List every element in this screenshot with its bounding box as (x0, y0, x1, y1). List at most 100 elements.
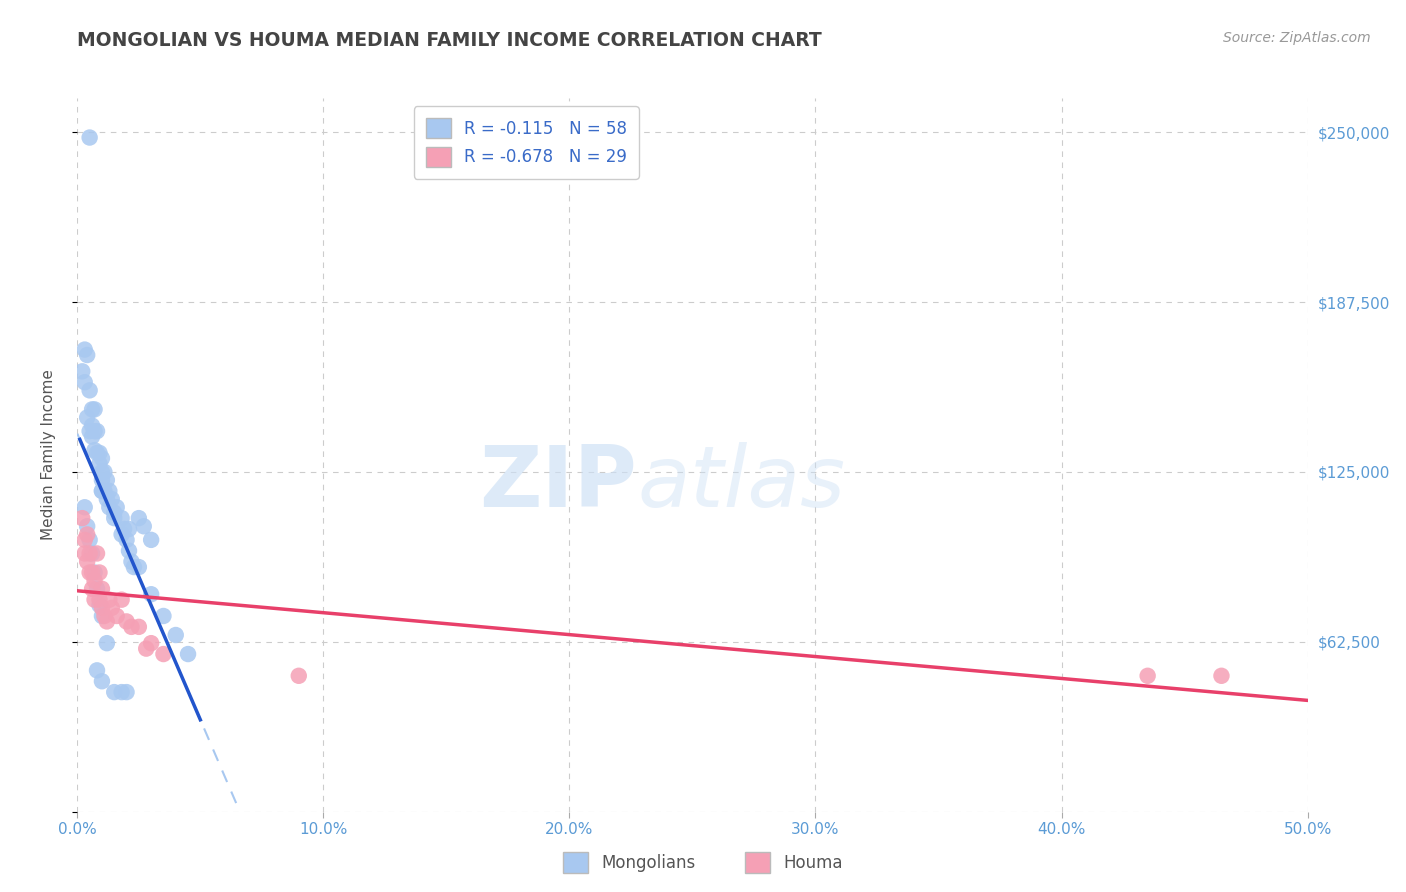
Point (1136, 669, 1159, 683)
Point (177, 647, 200, 661)
Point (115, 685, 138, 699)
Point (132, 519, 155, 533)
Point (1211, 669, 1233, 683)
Text: Source: ZipAtlas.com: Source: ZipAtlas.com (1223, 31, 1371, 45)
Point (98, 483, 121, 498)
Text: MONGOLIAN VS HOUMA MEDIAN FAMILY INCOME CORRELATION CHART: MONGOLIAN VS HOUMA MEDIAN FAMILY INCOME … (77, 31, 823, 50)
Point (90, 465, 114, 479)
Point (83, 424, 105, 438)
Point (86, 664, 108, 678)
Legend: R = -0.115   N = 58, R = -0.678   N = 29: R = -0.115 N = 58, R = -0.678 N = 29 (413, 106, 638, 178)
Point (79, 533, 101, 547)
Point (90, 483, 114, 498)
Point (90, 451, 114, 466)
Point (128, 620, 150, 634)
Point (90, 473, 114, 487)
Point (86, 424, 108, 438)
Text: ZIP: ZIP (479, 442, 637, 525)
Point (103, 506, 125, 520)
Point (86, 546, 108, 560)
Point (76, 519, 98, 533)
Point (90, 609, 114, 624)
Point (141, 636, 163, 650)
Point (96, 492, 118, 507)
Point (105, 500, 128, 515)
Point (79, 546, 101, 560)
Point (118, 543, 141, 558)
Point (76, 410, 98, 425)
Point (79, 566, 101, 580)
Point (73, 375, 96, 389)
Point (79, 130, 101, 145)
Point (73, 500, 96, 515)
Point (73, 533, 96, 547)
Point (90, 483, 114, 498)
Point (288, 669, 311, 683)
Point (115, 533, 138, 547)
Point (83, 592, 105, 607)
Point (70, 511, 93, 525)
Point (111, 527, 132, 541)
Point (86, 446, 108, 460)
Point (165, 628, 187, 642)
Point (83, 443, 105, 458)
Point (98, 592, 121, 607)
Point (111, 511, 132, 525)
Point (73, 343, 96, 357)
Point (76, 555, 98, 569)
Point (82, 429, 104, 443)
Point (76, 527, 98, 541)
Point (83, 574, 105, 588)
Point (73, 546, 96, 560)
Point (112, 522, 135, 536)
Point (83, 402, 105, 417)
Point (103, 511, 125, 525)
Point (89, 566, 111, 580)
Point (82, 418, 104, 433)
Point (82, 402, 104, 417)
Legend: Mongolians, Houma: Mongolians, Houma (557, 846, 849, 880)
Point (152, 609, 174, 624)
Point (90, 600, 114, 615)
Point (101, 600, 124, 615)
Point (98, 500, 121, 515)
Point (96, 473, 118, 487)
Point (121, 555, 143, 569)
Point (103, 685, 125, 699)
Point (96, 636, 118, 650)
Point (79, 424, 101, 438)
Point (121, 620, 143, 634)
Point (128, 511, 150, 525)
Point (82, 582, 104, 596)
Point (82, 566, 104, 580)
Point (122, 560, 145, 574)
Point (141, 533, 163, 547)
Point (115, 615, 138, 629)
Point (83, 566, 105, 580)
Point (118, 522, 141, 536)
Point (79, 384, 101, 398)
Point (105, 609, 128, 624)
Point (89, 457, 111, 471)
Point (89, 592, 111, 607)
Point (76, 348, 98, 362)
Point (90, 582, 114, 596)
Point (152, 647, 174, 661)
Point (89, 598, 111, 612)
Point (96, 615, 118, 629)
Point (90, 674, 114, 689)
Point (86, 582, 108, 596)
Point (111, 592, 132, 607)
Point (141, 587, 163, 601)
Point (93, 465, 115, 479)
Point (82, 546, 104, 560)
Text: atlas: atlas (637, 442, 845, 525)
Point (93, 609, 115, 624)
Y-axis label: Median Family Income: Median Family Income (42, 369, 56, 541)
Point (89, 446, 111, 460)
Point (111, 685, 132, 699)
Point (70, 364, 93, 378)
Point (101, 492, 124, 507)
Point (93, 483, 115, 498)
Point (135, 641, 157, 656)
